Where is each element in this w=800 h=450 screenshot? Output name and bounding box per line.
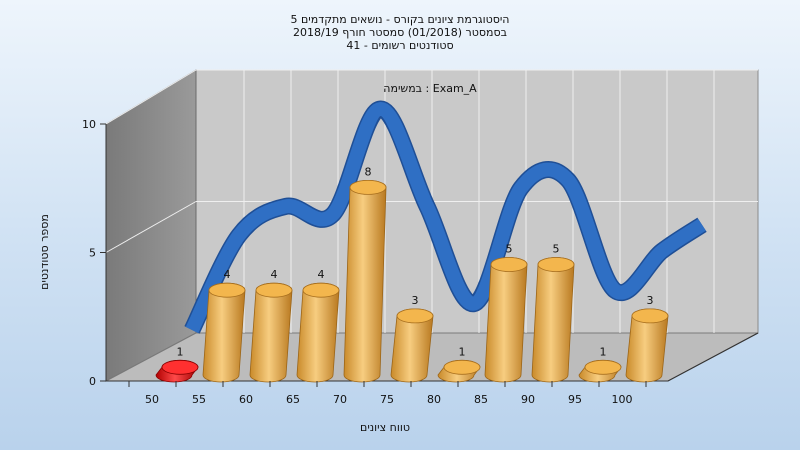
histogram-bar: 5 [531, 243, 575, 383]
bar-body [531, 257, 575, 383]
histogram-bar: 4 [249, 268, 293, 383]
x-tick-label: 75 [380, 393, 394, 406]
y-tick-label: 5 [89, 247, 96, 260]
bar-top [490, 257, 528, 272]
x-tick-label: 95 [568, 393, 582, 406]
x-tick-label: 100 [612, 393, 633, 406]
bar-body [484, 257, 528, 383]
histogram-bar: 4 [296, 268, 340, 383]
bar-body [296, 282, 340, 383]
bar-top [161, 359, 199, 375]
y-tick-label: 10 [82, 118, 96, 131]
y-tick-label: 0 [89, 375, 96, 388]
bar-value-label: 4 [224, 268, 231, 281]
chart-title-line-2: בסמסטר (01/2018) סמסטר חורף 2018/19 [293, 26, 507, 39]
bar-value-label: 3 [412, 294, 419, 307]
histogram-bar: 3 [390, 294, 434, 383]
annotation-label: במשימה : Exam_A [383, 82, 477, 95]
x-tick-label: 80 [427, 393, 441, 406]
grid-line-side [105, 201, 197, 253]
bar-body [249, 282, 293, 383]
histogram-bar: 1 [437, 345, 481, 383]
bar-top [255, 282, 293, 298]
bar-value-label: 8 [365, 165, 372, 178]
bar-value-label: 5 [553, 243, 560, 256]
bar-value-label: 5 [506, 243, 513, 256]
side-wall [105, 69, 197, 382]
bar-value-label: 1 [459, 345, 466, 358]
chart-title-line-1: היסטוגרמת ציונים בקורס - נושאים מתקדמים … [290, 13, 510, 26]
x-tick-label: 50 [145, 393, 159, 406]
histogram-bar: 5 [484, 243, 528, 383]
bar-top [537, 257, 575, 272]
x-tick-label: 85 [474, 393, 488, 406]
bar-top [208, 282, 246, 298]
bar-value-label: 4 [271, 268, 278, 281]
x-tick-label: 70 [333, 393, 347, 406]
floor-front-edge [106, 332, 759, 382]
bar-top [443, 359, 481, 375]
bar-top [631, 308, 669, 324]
x-tick-label: 60 [239, 393, 253, 406]
histogram-bar: 1 [155, 345, 199, 383]
bar-top [584, 359, 622, 375]
histogram-bar: 1 [578, 345, 622, 383]
bar-value-label: 4 [318, 268, 325, 281]
trend-ribbon [185, 102, 706, 334]
histogram-bar: 8 [343, 165, 387, 383]
bar-top [302, 282, 340, 298]
chart-title-line-3: סטודנטים רשומים - 41 [346, 39, 454, 52]
bar-body [202, 282, 246, 383]
x-tick-label: 55 [192, 393, 206, 406]
bar-top [396, 308, 434, 324]
y-axis-title: מספר סטודנטים [38, 214, 51, 290]
bar-value-label: 1 [177, 345, 184, 358]
bar-value-label: 3 [647, 294, 654, 307]
bar-top [349, 179, 387, 195]
x-tick-label: 65 [286, 393, 300, 406]
histogram-bar: 4 [202, 268, 246, 383]
grid-line-side [105, 69, 197, 125]
bar-body [343, 180, 387, 383]
histogram-bar: 3 [625, 294, 669, 383]
x-tick-label: 90 [521, 393, 535, 406]
x-axis-title: טווח ציונים [360, 421, 410, 434]
bar-value-label: 1 [600, 345, 607, 358]
